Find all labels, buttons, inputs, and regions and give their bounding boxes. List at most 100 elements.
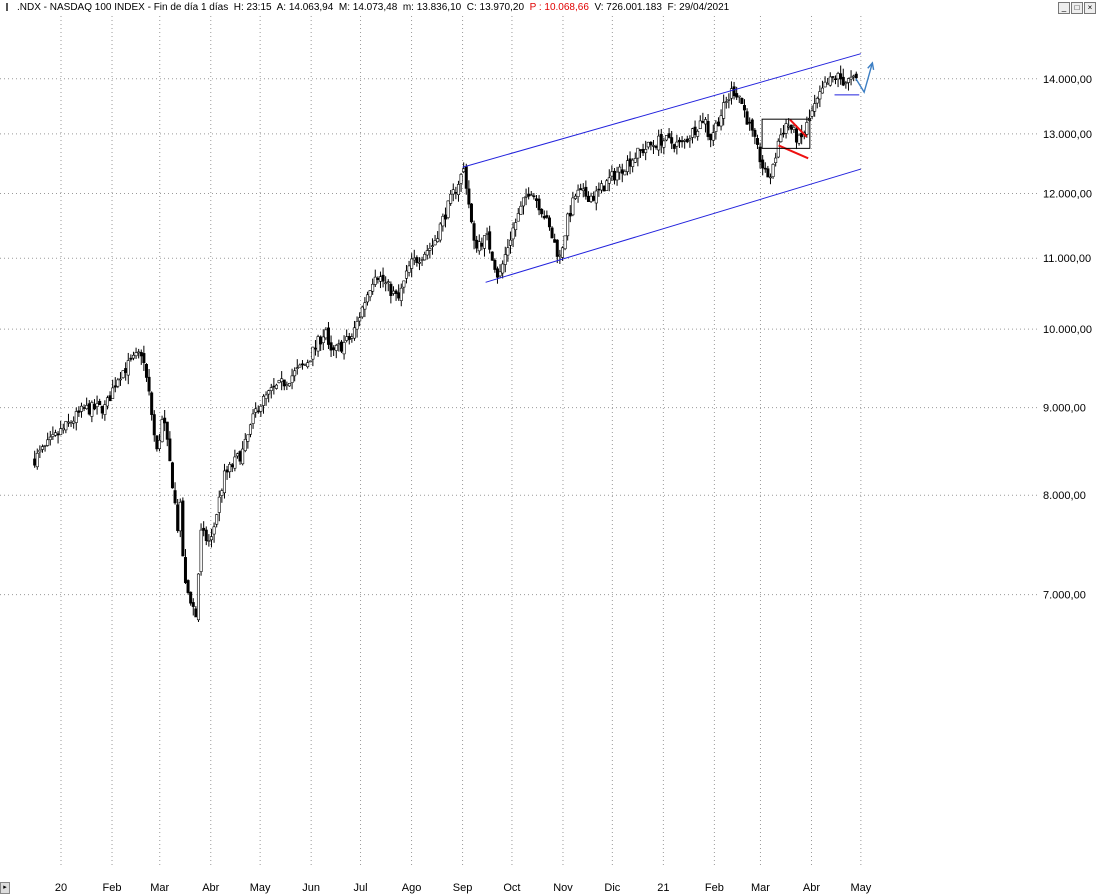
candle-body [59,428,63,436]
candle-body [670,137,674,144]
candle-body [792,127,796,130]
candle-body [269,387,273,391]
candle-body [410,258,414,269]
minimize-icon[interactable]: _ [1058,2,1070,14]
close-value: C: 13.970,20 [466,2,525,13]
candle-body [597,188,601,191]
candle-body [755,138,759,145]
candle-body [178,501,182,532]
candle-body [537,198,541,211]
candle-body [371,283,375,292]
candle-body [529,194,533,197]
candle-body [516,213,520,222]
candle-body [558,254,562,257]
candle-body [456,184,460,195]
candle-body [92,404,96,410]
candle-body [789,124,793,130]
candle-body [186,580,190,593]
candle-body [532,195,536,198]
candle-body [657,135,661,151]
x-tick-label: Nov [553,882,573,894]
candle-body [274,384,278,389]
candle-body [719,115,723,127]
candle-body [77,410,81,413]
symbol-label: .NDX - NASDAQ 100 INDEX [17,2,145,13]
candle-body [397,292,401,299]
candle-body [568,212,572,217]
candle-body [277,380,281,384]
candle-body [849,76,853,80]
candle-body [623,171,627,176]
scroll-left-icon[interactable]: ▸ [0,882,10,894]
candle-body [290,375,294,383]
candle-body [677,139,681,143]
candle-body [641,148,645,154]
candle-body [469,203,473,223]
y-tick-label: 13.000,00 [1043,129,1092,141]
x-tick-label: Ago [402,882,422,894]
candlestick-series [33,65,858,623]
candle-body [651,145,655,147]
candle-body [407,265,411,273]
candle-body [313,347,317,350]
open-value: A: 14.063,94 [276,2,334,13]
candle-body [693,126,697,136]
candle-body [501,263,505,274]
candle-body [646,141,650,148]
candle-body [451,189,455,195]
candle-body [831,76,835,78]
candle-body [191,602,195,607]
candle-body [852,75,856,78]
candle-body [235,453,239,457]
candle-body [113,385,117,388]
candle-body [698,120,702,129]
close-icon[interactable]: × [1084,2,1096,14]
candle-body [155,435,159,450]
candle-body [664,135,668,141]
candle-body [248,424,252,435]
candle-body [319,336,323,345]
candle-body [238,451,242,462]
candle-body [233,456,237,469]
candle-body [163,417,167,424]
x-tick-label: Abr [803,882,820,894]
x-tick-label: Jun [302,882,320,894]
y-tick-label: 14.000,00 [1043,74,1092,86]
candle-body [579,188,583,191]
candle-body [776,140,780,158]
candle-body [750,119,754,131]
x-tick-label: Sep [453,882,473,894]
candle-body [267,390,271,395]
candle-body [33,458,37,466]
candle-body [740,97,744,104]
candle-body [685,138,689,143]
candle-body [48,436,52,441]
candle-body [79,405,83,412]
candle-body [90,402,94,417]
candle-body [841,76,845,86]
candle-body [404,270,408,279]
candle-body [337,343,341,346]
candle-body [285,384,289,386]
candle-body [373,276,377,285]
candle-body [72,420,76,424]
candle-body [295,367,299,369]
candle-body [381,274,385,282]
candle-body [352,327,356,339]
candle-body [207,540,211,542]
candle-body [428,248,432,251]
candle-body [459,174,463,184]
candle-body [436,238,440,243]
hour-value: H: 23:15 [233,2,272,13]
candle-body [152,414,156,436]
candle-body [714,122,718,132]
candle-body [787,125,791,128]
y-tick-label: 12.000,00 [1043,188,1092,200]
candle-body [355,321,359,330]
candle-body [464,166,468,189]
restore-icon[interactable]: □ [1071,2,1083,14]
candle-body [620,169,624,174]
candle-body [66,421,70,424]
candle-body [701,121,705,123]
candle-body [836,73,840,80]
